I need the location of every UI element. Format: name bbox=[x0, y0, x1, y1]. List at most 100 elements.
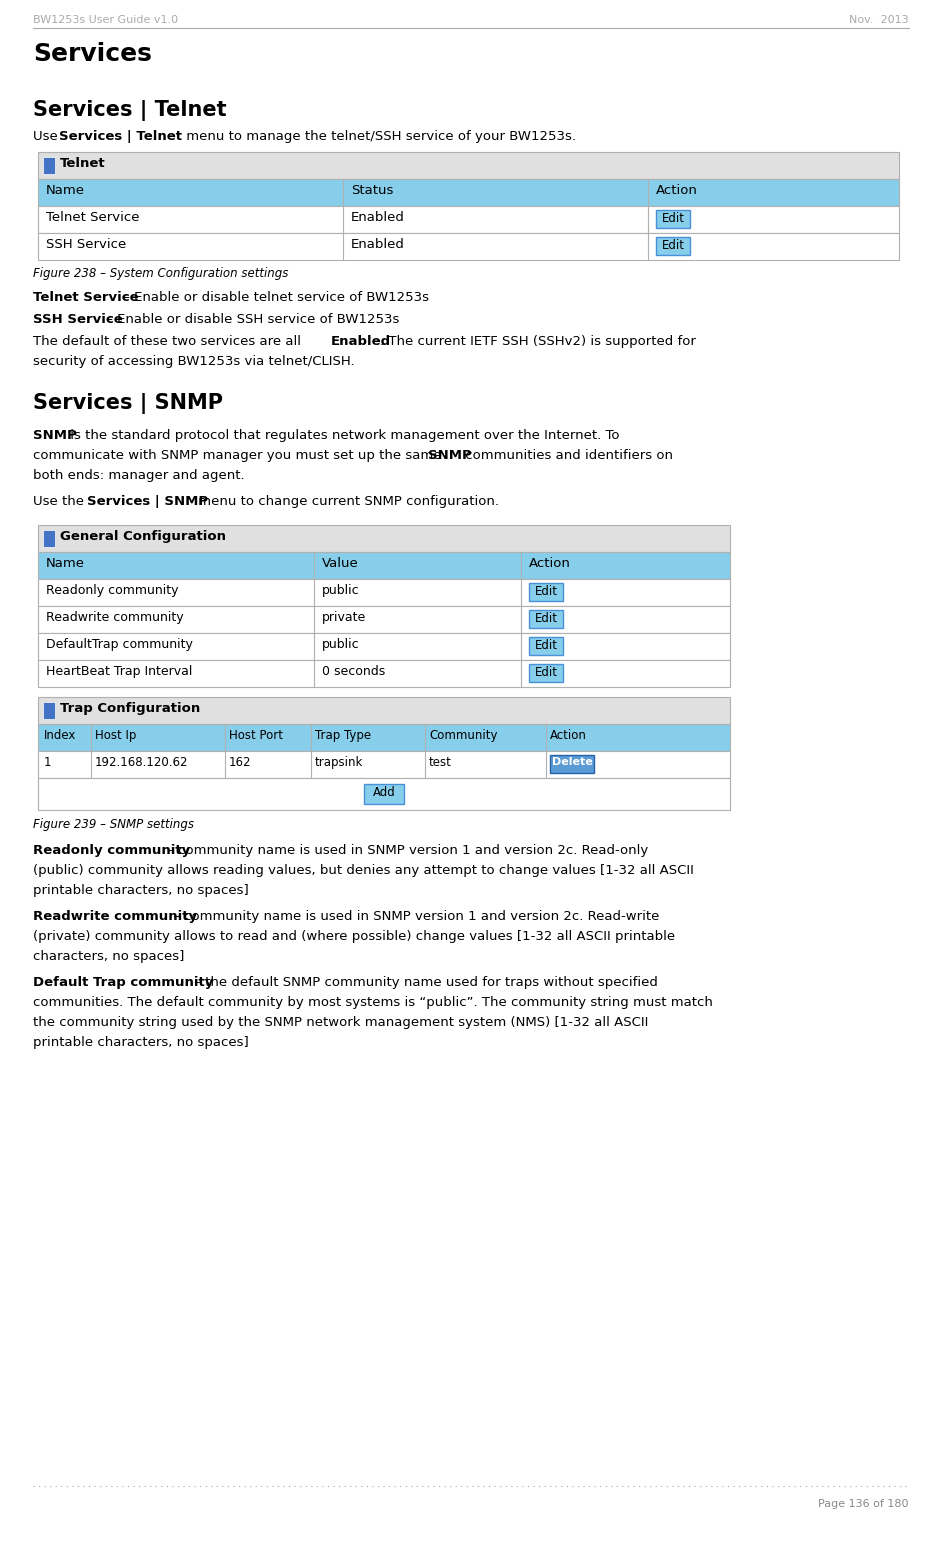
Bar bbox=[38, 233, 899, 260]
Text: Services | SNMP: Services | SNMP bbox=[33, 393, 223, 415]
Text: Trap Type: Trap Type bbox=[315, 729, 371, 743]
Text: Services | Telnet: Services | Telnet bbox=[59, 129, 182, 143]
Bar bbox=[550, 755, 594, 774]
Text: Enabled: Enabled bbox=[351, 211, 405, 223]
Bar bbox=[38, 579, 730, 606]
Text: is the standard protocol that regulates network management over the Internet. To: is the standard protocol that regulates … bbox=[66, 428, 620, 442]
Text: Edit: Edit bbox=[534, 640, 558, 652]
Text: test: test bbox=[429, 757, 452, 769]
Text: 192.168.120.62: 192.168.120.62 bbox=[95, 757, 188, 769]
Text: Page 136 of 180: Page 136 of 180 bbox=[819, 1499, 909, 1509]
Text: Figure 238 – System Configuration settings: Figure 238 – System Configuration settin… bbox=[33, 267, 288, 280]
Text: the community string used by the SNMP network management system (NMS) [1-32 all : the community string used by the SNMP ne… bbox=[33, 1016, 648, 1029]
Text: (public) community allows reading values, but denies any attempt to change value: (public) community allows reading values… bbox=[33, 865, 694, 877]
Text: Edit: Edit bbox=[534, 612, 558, 626]
Text: The default of these two services are all: The default of these two services are al… bbox=[33, 334, 305, 348]
Text: Edit: Edit bbox=[534, 586, 558, 598]
Text: Services | Telnet: Services | Telnet bbox=[33, 100, 227, 122]
Bar bbox=[38, 724, 730, 750]
Text: Edit: Edit bbox=[534, 666, 558, 680]
Text: communities and identifiers on: communities and identifiers on bbox=[461, 448, 673, 462]
Bar bbox=[364, 784, 404, 804]
Text: SNMP: SNMP bbox=[428, 448, 472, 462]
Text: Telnet: Telnet bbox=[60, 157, 106, 170]
Bar bbox=[38, 153, 899, 179]
Text: BW1253s User Guide v1.0: BW1253s User Guide v1.0 bbox=[33, 15, 178, 25]
Bar bbox=[38, 206, 899, 233]
Text: security of accessing BW1253s via telnet/CLISH.: security of accessing BW1253s via telnet… bbox=[33, 354, 354, 368]
Text: Telnet Service: Telnet Service bbox=[33, 291, 138, 304]
Text: Readwrite community: Readwrite community bbox=[33, 911, 197, 923]
Text: printable characters, no spaces]: printable characters, no spaces] bbox=[33, 1036, 249, 1049]
Text: Delete: Delete bbox=[552, 757, 593, 767]
Text: Value: Value bbox=[322, 556, 359, 570]
Text: Figure 239 – SNMP settings: Figure 239 – SNMP settings bbox=[33, 818, 194, 831]
Text: HeartBeat Trap Interval: HeartBeat Trap Interval bbox=[46, 666, 192, 678]
Text: – community name is used in SNMP version 1 and version 2c. Read-write: – community name is used in SNMP version… bbox=[169, 911, 659, 923]
Text: menu to change current SNMP configuration.: menu to change current SNMP configuratio… bbox=[194, 495, 499, 509]
Text: communicate with SNMP manager you must set up the same: communicate with SNMP manager you must s… bbox=[33, 448, 446, 462]
Text: SSH Service: SSH Service bbox=[46, 237, 126, 251]
Text: Name: Name bbox=[46, 556, 85, 570]
Text: . The current IETF SSH (SSHv2) is supported for: . The current IETF SSH (SSHv2) is suppor… bbox=[380, 334, 696, 348]
Bar bbox=[38, 606, 730, 633]
Text: – Enable or disable SSH service of BW1253s: – Enable or disable SSH service of BW125… bbox=[102, 313, 399, 327]
Text: Telnet Service: Telnet Service bbox=[46, 211, 139, 223]
Text: Readonly community: Readonly community bbox=[46, 584, 178, 596]
Text: Readonly community: Readonly community bbox=[33, 844, 190, 857]
Text: communities. The default community by most systems is “public”. The community st: communities. The default community by mo… bbox=[33, 995, 713, 1009]
Bar bbox=[656, 237, 690, 254]
Bar bbox=[38, 750, 730, 778]
Text: Name: Name bbox=[46, 183, 85, 197]
Text: Services | SNMP: Services | SNMP bbox=[87, 495, 208, 509]
Text: Add: Add bbox=[373, 786, 396, 798]
Text: Services: Services bbox=[33, 42, 152, 66]
Text: Action: Action bbox=[529, 556, 571, 570]
Text: – community name is used in SNMP version 1 and version 2c. Read-only: – community name is used in SNMP version… bbox=[163, 844, 648, 857]
Text: Enabled: Enabled bbox=[331, 334, 391, 348]
Bar bbox=[38, 660, 730, 687]
Text: Edit: Edit bbox=[661, 239, 685, 253]
Text: Edit: Edit bbox=[661, 213, 685, 225]
Text: – the default SNMP community name used for traps without specified: – the default SNMP community name used f… bbox=[190, 975, 658, 989]
Text: menu to manage the telnet/SSH service of your BW1253s.: menu to manage the telnet/SSH service of… bbox=[182, 129, 576, 143]
Text: public: public bbox=[322, 638, 360, 650]
Text: printable characters, no spaces]: printable characters, no spaces] bbox=[33, 885, 249, 897]
Text: Nov.  2013: Nov. 2013 bbox=[850, 15, 909, 25]
Text: Action: Action bbox=[656, 183, 698, 197]
Text: both ends: manager and agent.: both ends: manager and agent. bbox=[33, 468, 245, 482]
Text: (private) community allows to read and (where possible) change values [1-32 all : (private) community allows to read and (… bbox=[33, 931, 675, 943]
Text: characters, no spaces]: characters, no spaces] bbox=[33, 949, 185, 963]
Text: Community: Community bbox=[429, 729, 497, 743]
Bar bbox=[529, 610, 563, 629]
Text: Action: Action bbox=[550, 729, 587, 743]
Bar bbox=[529, 636, 563, 655]
Bar bbox=[38, 633, 730, 660]
Bar bbox=[529, 664, 563, 683]
Bar bbox=[43, 530, 55, 547]
Text: DefaultTrap community: DefaultTrap community bbox=[46, 638, 193, 650]
Text: 1: 1 bbox=[44, 757, 52, 769]
Bar bbox=[656, 210, 690, 228]
Text: Readwrite community: Readwrite community bbox=[46, 610, 184, 624]
Text: Index: Index bbox=[44, 729, 76, 743]
Bar bbox=[38, 525, 730, 552]
Text: Host Port: Host Port bbox=[229, 729, 283, 743]
Bar bbox=[38, 697, 730, 724]
Text: General Configuration: General Configuration bbox=[60, 530, 226, 542]
Text: Trap Configuration: Trap Configuration bbox=[60, 703, 201, 715]
Text: Enabled: Enabled bbox=[351, 237, 405, 251]
Bar bbox=[38, 179, 899, 206]
Text: 162: 162 bbox=[229, 757, 252, 769]
Text: private: private bbox=[322, 610, 366, 624]
Text: trapsink: trapsink bbox=[315, 757, 364, 769]
Text: 0 seconds: 0 seconds bbox=[322, 666, 385, 678]
Text: Use the: Use the bbox=[33, 495, 89, 509]
Bar bbox=[38, 778, 730, 811]
Bar bbox=[38, 552, 730, 579]
Text: SSH Service: SSH Service bbox=[33, 313, 122, 327]
Text: Status: Status bbox=[351, 183, 394, 197]
Bar bbox=[529, 582, 563, 601]
Text: SNMP: SNMP bbox=[33, 428, 76, 442]
Text: Use: Use bbox=[33, 129, 62, 143]
